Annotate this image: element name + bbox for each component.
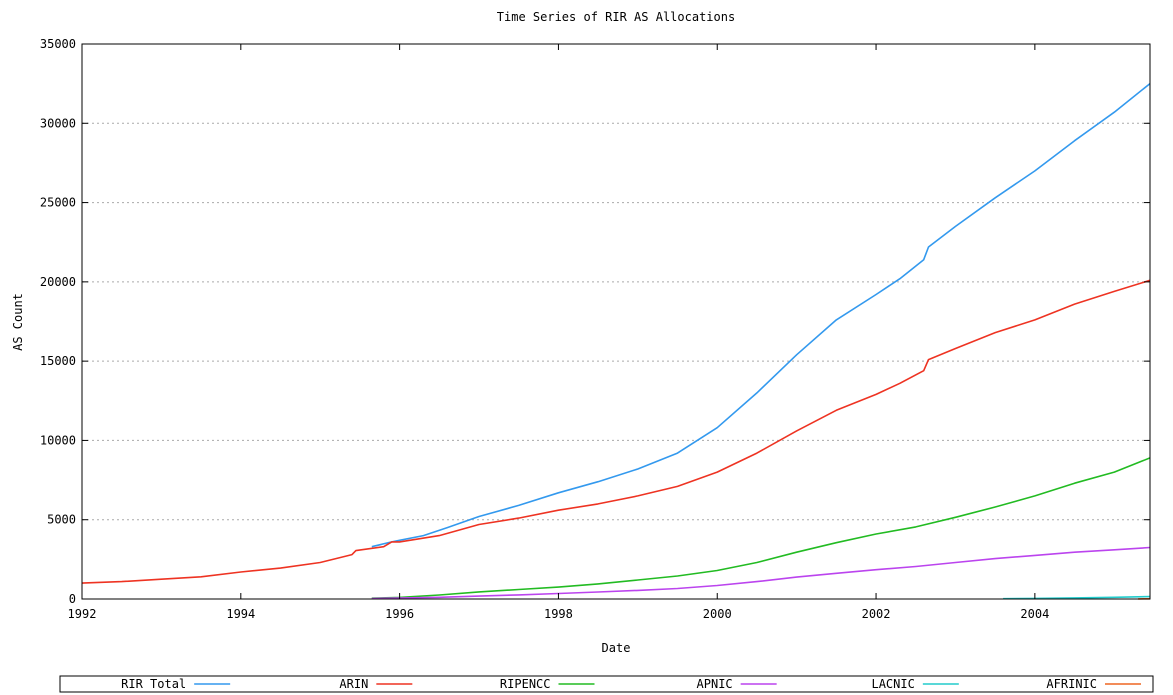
y-tick-label: 35000 bbox=[40, 37, 76, 51]
y-tick-label: 30000 bbox=[40, 116, 76, 130]
x-tick-label: 1996 bbox=[385, 607, 414, 621]
legend-label-arin: ARIN bbox=[339, 677, 368, 691]
legend-label-afrinic: AFRINIC bbox=[1046, 677, 1097, 691]
x-tick-label: 1994 bbox=[226, 607, 255, 621]
x-axis: 1992 1994 1996 1998 2000 2002 2004 bbox=[68, 44, 1049, 621]
grid bbox=[82, 122, 1150, 521]
y-axis-label: AS Count bbox=[11, 293, 25, 351]
y-tick-label: 5000 bbox=[47, 513, 76, 527]
series-line-apnic bbox=[371, 546, 1151, 600]
x-tick-label: 1998 bbox=[544, 607, 573, 621]
x-tick-label: 2004 bbox=[1020, 607, 1049, 621]
y-tick-label: 15000 bbox=[40, 354, 76, 368]
legend-label-ripencc: RIPENCC bbox=[500, 677, 551, 691]
series-line-arin bbox=[81, 279, 1151, 584]
x-tick-label: 1992 bbox=[68, 607, 97, 621]
x-tick-label: 2002 bbox=[862, 607, 891, 621]
series-layer bbox=[81, 82, 1151, 600]
series-line-rir-total bbox=[371, 82, 1151, 548]
series-line-ripencc bbox=[371, 457, 1151, 599]
plot-frame bbox=[81, 43, 1151, 600]
series-line-lacnic bbox=[1003, 595, 1151, 600]
chart-title: Time Series of RIR AS Allocations bbox=[497, 10, 735, 24]
y-tick-label: 25000 bbox=[40, 196, 76, 210]
legend-label-apnic: APNIC bbox=[697, 677, 733, 691]
legend-label-rir-total: RIR Total bbox=[121, 677, 186, 691]
y-tick-label: 0 bbox=[69, 592, 76, 606]
legend bbox=[59, 675, 1154, 693]
legend-label-lacnic: LACNIC bbox=[871, 677, 914, 691]
y-tick-label: 20000 bbox=[40, 275, 76, 289]
y-axis: 0 5000 10000 15000 20000 25000 30000 35000 bbox=[40, 37, 1150, 606]
x-axis-label: Date bbox=[602, 641, 631, 655]
x-tick-label: 2000 bbox=[703, 607, 732, 621]
legend-items: RIR Total ARIN RIPENCC APNIC LACNIC AFRINIC bbox=[121, 677, 1141, 691]
y-tick-label: 10000 bbox=[40, 433, 76, 447]
